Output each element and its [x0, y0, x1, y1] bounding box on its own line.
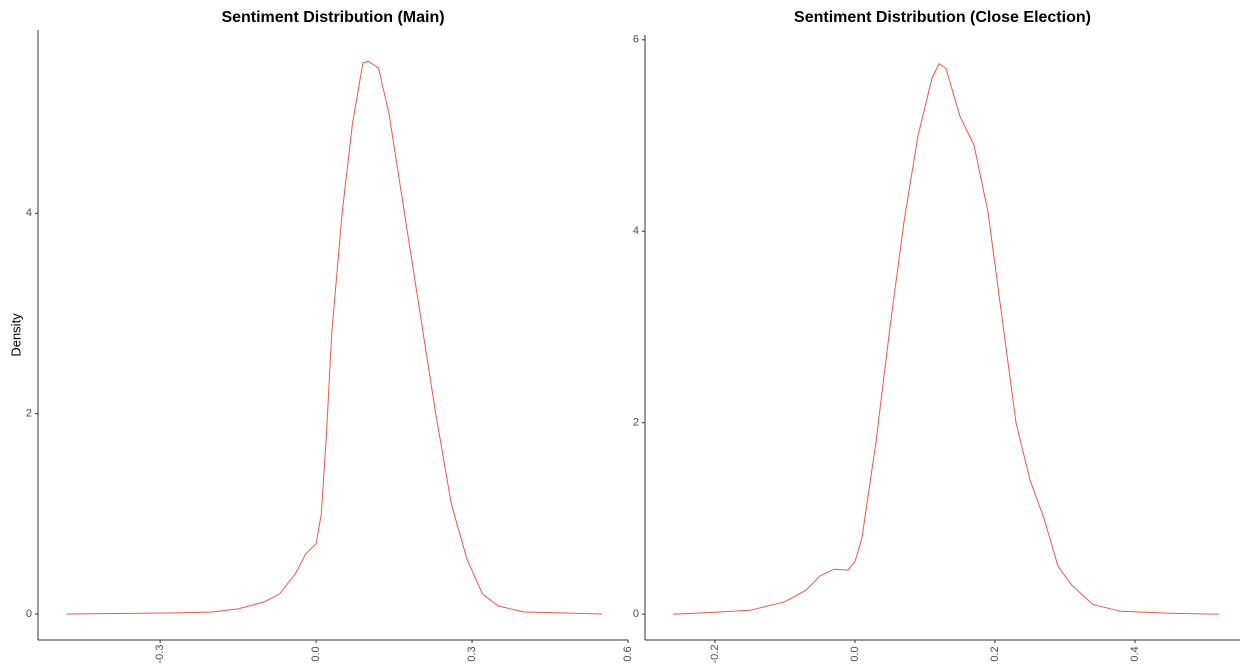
y-axis-label: Density [8, 313, 23, 357]
density-line [672, 62, 1220, 615]
y-tick-label: 0 [633, 608, 639, 620]
density-line [66, 60, 603, 615]
y-tick-label: 4 [633, 225, 639, 237]
x-tick-label: -0.3 [154, 645, 166, 664]
y-tick-label: 2 [633, 417, 639, 429]
chart-title: Sentiment Distribution (Main) [221, 9, 444, 26]
y-tick-label: 6 [633, 34, 639, 46]
x-tick-label: 0.0 [310, 646, 322, 661]
y-tick-label: 0 [26, 608, 32, 620]
x-tick-label: 0.6 [622, 646, 634, 661]
x-tick-label: 0.4 [1129, 646, 1141, 661]
x-tick-label: -0.2 [709, 645, 721, 664]
chart-title: Sentiment Distribution (Close Election) [794, 9, 1091, 26]
x-tick-label: 0.0 [849, 646, 861, 661]
x-tick-label: 0.2 [989, 646, 1001, 661]
y-tick-label: 2 [26, 408, 32, 420]
y-tick-label: 4 [26, 207, 32, 219]
x-tick-label: 0.3 [466, 646, 478, 661]
